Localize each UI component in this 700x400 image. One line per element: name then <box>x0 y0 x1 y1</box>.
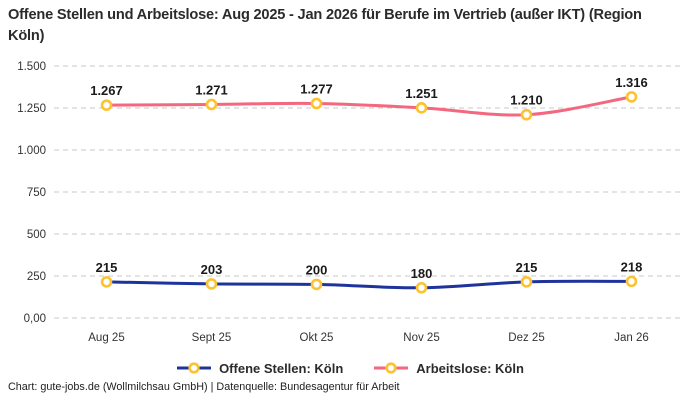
x-tick-label: Dez 25 <box>508 332 544 344</box>
data-point-label: 215 <box>516 260 538 275</box>
y-tick-label: 1.000 <box>17 145 46 157</box>
data-point-marker <box>415 102 428 114</box>
x-tick-label: Okt 25 <box>300 332 334 344</box>
legend-item-offene-stellen: Offene Stellen: Köln <box>176 361 343 376</box>
line-chart: 0,00 250 500 750 1.000 1.250 1.500 Aug 25 Sept 2… <box>17 61 684 344</box>
chart-title: Offene Stellen und Arbeitslose: Aug 2025… <box>8 7 642 44</box>
data-point-label: 1.271 <box>195 82 228 97</box>
data-point-label: 1.210 <box>510 93 543 108</box>
y-tick-label: 750 <box>27 187 46 199</box>
y-tick-label: 1.500 <box>17 61 46 73</box>
legend-line-marker-icon <box>177 362 212 374</box>
y-tick-label: 250 <box>27 271 46 283</box>
x-tick-label: Jan 26 <box>614 332 649 344</box>
data-point-marker <box>520 276 533 288</box>
legend-item-arbeitslose: Arbeitslose: Köln <box>373 361 524 376</box>
data-point-label: 1.267 <box>90 83 123 98</box>
data-point-label: 203 <box>201 262 223 277</box>
series-line <box>105 95 633 117</box>
data-point-label: 1.277 <box>300 81 333 96</box>
x-tick-label: Sept 25 <box>192 332 232 344</box>
x-tick-label: Aug 25 <box>88 332 124 344</box>
data-point-marker <box>310 97 323 110</box>
data-point-marker <box>415 281 428 294</box>
data-point-marker <box>100 99 113 111</box>
attribution: Chart: gute-jobs.de (Wollmilchsau GmbH) … <box>8 381 400 393</box>
data-point-marker <box>625 91 638 103</box>
legend-label-offene-stellen: Offene Stellen: Köln <box>219 360 344 376</box>
data-point-marker <box>520 108 533 121</box>
legend-label-arbeitslose: Arbeitslose: Köln <box>416 360 524 376</box>
data-point-label: 200 <box>306 262 328 277</box>
data-point-label: 1.316 <box>615 75 648 90</box>
data-point-label: 180 <box>411 266 433 281</box>
y-tick-label: 500 <box>27 229 46 241</box>
data-point-marker <box>310 278 323 291</box>
data-point-marker <box>625 275 638 288</box>
x-tick-label: Nov 25 <box>403 332 439 344</box>
data-point-label: 1.251 <box>405 86 438 101</box>
y-tick-label: 0,00 <box>24 313 46 325</box>
data-point-marker <box>205 278 218 290</box>
data-point-marker <box>100 276 113 288</box>
y-tick-label: 1.250 <box>17 103 46 115</box>
legend-line-marker-icon <box>374 362 409 374</box>
legend: Offene Stellen: Köln Arbeitslose: Köln <box>0 357 700 379</box>
data-point-label: 215 <box>96 260 118 275</box>
series-line <box>105 279 633 290</box>
data-point-label: 218 <box>621 259 643 274</box>
data-point-marker <box>205 98 218 111</box>
